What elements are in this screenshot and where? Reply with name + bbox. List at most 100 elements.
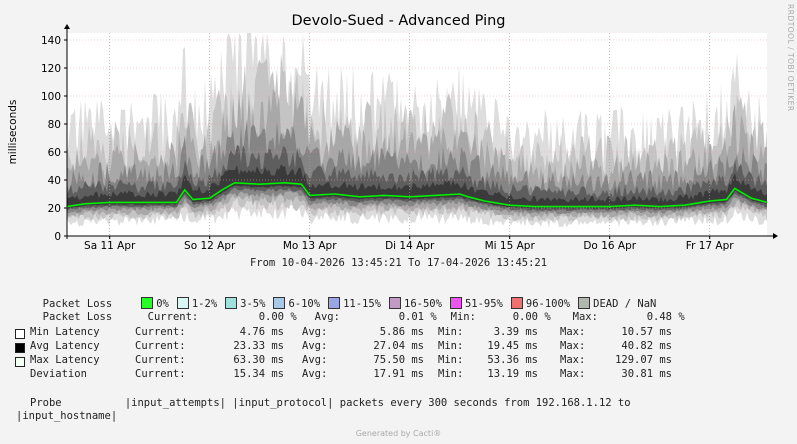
stat-label: Max Latency bbox=[30, 354, 100, 366]
loss-legend-swatch bbox=[389, 297, 401, 309]
x-tick-label: Sa 11 Apr bbox=[84, 240, 136, 252]
y-axis-label: milliseconds bbox=[7, 99, 19, 165]
loss-legend-swatch bbox=[328, 297, 341, 309]
pl-avg-label: Avg: bbox=[314, 311, 340, 323]
loss-legend-swatch bbox=[141, 297, 154, 309]
stat-label: Avg Latency bbox=[30, 340, 100, 352]
latency-band bbox=[67, 144, 767, 212]
stat-current-value: 4.76 ms bbox=[239, 326, 284, 338]
stat-current-label: Current: bbox=[135, 354, 186, 366]
x-tick-label: Mi 15 Apr bbox=[485, 240, 536, 252]
latency-band bbox=[67, 164, 767, 209]
pl-current-value: 0.00 % bbox=[258, 311, 297, 323]
stat-max-label: Max: bbox=[560, 340, 586, 352]
packet-loss-stats: Packet Loss Current: 0.00 % Avg: 0.01 % Min: 0… bbox=[30, 299, 685, 323]
stat-avg-value: 27.04 ms bbox=[373, 340, 424, 352]
y-tick-label: 40 bbox=[48, 175, 61, 187]
y-tick-label: 0 bbox=[54, 231, 61, 243]
loss-legend-swatch bbox=[510, 297, 523, 309]
y-tick-label: 100 bbox=[41, 91, 61, 103]
stat-avg-value: 75.50 ms bbox=[373, 354, 424, 366]
pl-min-value: 0.00 % bbox=[512, 311, 551, 323]
stat-max-label: Max: bbox=[560, 354, 586, 366]
stat-max-label: Max: bbox=[560, 368, 586, 380]
stat-avg-label: Avg: bbox=[302, 368, 328, 380]
stat-min-value: 13.19 ms bbox=[487, 368, 538, 380]
footer-generated-by: Generated by Cacti® bbox=[355, 429, 442, 438]
loss-legend-label: 6-10% bbox=[288, 298, 321, 310]
y-tick-label: 140 bbox=[41, 35, 61, 47]
stat-current-label: Current: bbox=[135, 326, 186, 338]
loss-legend-label: 16-50% bbox=[404, 298, 442, 310]
loss-legend-item: 0% bbox=[141, 297, 169, 310]
stat-max-value: 10.57 ms bbox=[621, 326, 672, 338]
stat-max-value: 40.82 ms bbox=[621, 340, 672, 352]
stat-avg-value: 5.86 ms bbox=[379, 326, 424, 338]
stat-min-value: 53.36 ms bbox=[487, 354, 538, 366]
stat-current-value: 15.34 ms bbox=[233, 368, 284, 380]
loss-legend-label: 0% bbox=[156, 298, 169, 310]
loss-legend-label: 11-15% bbox=[343, 298, 381, 310]
loss-legend-item: 6-10% bbox=[273, 297, 321, 310]
latency-band bbox=[67, 119, 767, 215]
loss-legend-item: 11-15% bbox=[328, 297, 381, 310]
x-tick-label: Mo 13 Apr bbox=[283, 240, 337, 252]
stat-min-label: Min: bbox=[438, 368, 464, 380]
loss-legend-swatch bbox=[225, 297, 238, 309]
x-tick-label: Di 14 Apr bbox=[385, 240, 435, 252]
pl-current-label: Current: bbox=[147, 311, 199, 323]
y-axis-arrow bbox=[64, 24, 70, 29]
stat-avg-label: Avg: bbox=[302, 326, 328, 338]
loss-legend-item: 16-50% bbox=[389, 297, 442, 310]
loss-legend-label: DEAD / NaN bbox=[593, 298, 657, 310]
stat-max-value: 129.07 ms bbox=[615, 354, 672, 366]
pl-min-label: Min: bbox=[450, 311, 476, 323]
loss-legend-item: DEAD / NaN bbox=[578, 297, 657, 310]
loss-legend-swatch bbox=[176, 297, 189, 309]
probe-line-1: Probe |input_attempts| |input_protocol| … bbox=[30, 397, 631, 409]
stat-min-label: Min: bbox=[438, 326, 464, 338]
rrdtool-watermark: RRDTOOL / TOBI OETIKER bbox=[786, 4, 795, 112]
stat-swatch bbox=[15, 329, 25, 339]
chart-title: Devolo-Sued - Advanced Ping bbox=[291, 13, 506, 29]
packet-loss-legend: Packet Loss 0% 1-2% 3-5% 6-10% 11-15% 16-50% 51… bbox=[30, 285, 656, 310]
stat-label: Deviation bbox=[30, 368, 87, 380]
loss-legend-swatch bbox=[578, 297, 591, 309]
y-tick-label: 60 bbox=[48, 147, 61, 159]
loss-legend-item: 96-100% bbox=[510, 297, 571, 310]
stat-row: Min Latency Current: 4.76 ms Avg: 5.86 ms Min… bbox=[30, 326, 672, 338]
loss-legend-label: 1-2% bbox=[191, 298, 218, 310]
stat-label: Min Latency bbox=[30, 326, 100, 338]
stat-swatch bbox=[15, 357, 25, 367]
stat-min-label: Min: bbox=[438, 340, 464, 352]
avg-latency-line bbox=[66, 181, 768, 208]
stat-min-label: Min: bbox=[438, 354, 464, 366]
stat-current-value: 63.30 ms bbox=[233, 354, 284, 366]
y-tick-label: 80 bbox=[48, 119, 61, 131]
stat-avg-value: 17.91 ms bbox=[373, 368, 424, 380]
stat-min-value: 19.45 ms bbox=[487, 340, 538, 352]
stat-current-value: 23.33 ms bbox=[233, 340, 284, 352]
stat-max-label: Max: bbox=[560, 326, 586, 338]
loss-legend-item: 3-5% bbox=[225, 297, 266, 310]
pl-max-label: Max: bbox=[572, 311, 598, 323]
loss-legend-swatch bbox=[449, 297, 462, 309]
stat-min-value: 3.39 ms bbox=[493, 326, 538, 338]
stat-current-label: Current: bbox=[135, 368, 186, 380]
stat-row: Deviation Current: 15.34 ms Avg: 17.91 ms Min… bbox=[30, 368, 672, 380]
x-axis-arrow bbox=[773, 233, 778, 239]
stat-avg-label: Avg: bbox=[302, 340, 328, 352]
probe-line-2: |input_hostname| bbox=[16, 410, 118, 422]
stat-row: Avg Latency Current: 23.33 ms Avg: 27.04 ms M… bbox=[30, 340, 672, 352]
loss-legend-label: 3-5% bbox=[240, 298, 266, 310]
loss-legend-item: 1-2% bbox=[176, 297, 218, 310]
x-tick-label: Do 16 Apr bbox=[583, 240, 636, 252]
loss-legend-label: 96-100% bbox=[525, 298, 571, 310]
stat-max-value: 30.81 ms bbox=[621, 368, 672, 380]
stat-row: Max Latency Current: 63.30 ms Avg: 75.50 ms M… bbox=[30, 354, 672, 366]
loss-legend-label: 51-95% bbox=[464, 298, 503, 310]
y-tick-label: 120 bbox=[41, 63, 61, 75]
pl-avg-value: 0.01 % bbox=[398, 311, 437, 323]
x-tick-label: Fr 17 Apr bbox=[686, 240, 734, 252]
